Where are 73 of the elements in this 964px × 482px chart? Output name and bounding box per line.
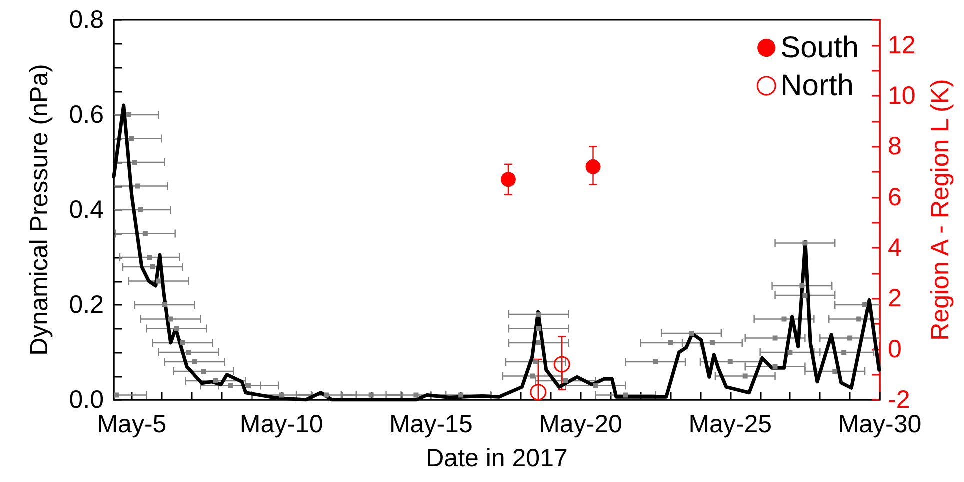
point xyxy=(168,316,174,322)
x-axis-title: Date in 2017 xyxy=(426,444,568,472)
point xyxy=(772,336,778,341)
point xyxy=(414,392,419,398)
point xyxy=(530,374,536,379)
x-tick-label: May-15 xyxy=(389,410,473,438)
point xyxy=(800,284,805,288)
point xyxy=(192,360,198,364)
y2-tick-label: 12 xyxy=(888,31,916,60)
point xyxy=(500,172,516,188)
point xyxy=(653,360,658,364)
point xyxy=(246,383,252,388)
point xyxy=(668,340,674,346)
point xyxy=(742,374,748,379)
point xyxy=(147,255,152,260)
point xyxy=(536,340,542,346)
point xyxy=(586,159,601,174)
point xyxy=(802,240,808,246)
point xyxy=(114,392,120,398)
point xyxy=(132,160,138,165)
point xyxy=(593,383,598,388)
point xyxy=(368,392,374,398)
y2-tick-label: 10 xyxy=(888,82,916,110)
point xyxy=(536,326,542,332)
y2-tick-label: 4 xyxy=(888,234,902,262)
point xyxy=(186,350,192,355)
point xyxy=(842,350,847,355)
point xyxy=(710,340,715,346)
point xyxy=(563,378,568,384)
y2-tick-label: 2 xyxy=(888,284,902,313)
point xyxy=(174,326,180,332)
point xyxy=(832,369,838,374)
y-tick-label: 0.4 xyxy=(69,196,104,224)
point xyxy=(324,392,329,398)
y2-tick-label: 0 xyxy=(888,335,902,364)
point xyxy=(856,316,862,322)
point xyxy=(126,112,132,118)
point xyxy=(802,293,808,298)
point xyxy=(848,336,853,341)
point xyxy=(728,360,733,364)
point xyxy=(156,278,162,284)
y-tick-label: 0.6 xyxy=(69,101,104,129)
point xyxy=(533,360,538,364)
point xyxy=(138,208,144,212)
y2-tick-label: 6 xyxy=(888,183,902,212)
point xyxy=(788,350,793,355)
legend-label: North xyxy=(780,70,854,102)
point xyxy=(180,340,186,346)
point xyxy=(688,331,694,336)
x-tick-label: May-25 xyxy=(688,410,772,438)
point xyxy=(530,384,547,401)
point xyxy=(150,264,156,270)
y2-tick-label: 8 xyxy=(888,132,902,161)
y-axis-title: Dynamical Pressure (nPa) xyxy=(26,64,54,356)
y-tick-label: 0.2 xyxy=(69,291,104,319)
point xyxy=(772,364,778,370)
point xyxy=(142,231,148,236)
legend-label: South xyxy=(780,32,860,64)
point xyxy=(862,302,868,308)
x-tick-label: May-10 xyxy=(240,410,324,438)
point xyxy=(162,302,168,308)
y-tick-label: 0.8 xyxy=(69,6,104,34)
point xyxy=(782,316,787,322)
point xyxy=(201,369,206,374)
point xyxy=(213,378,218,384)
y2-axis-title: Region A - Region L (K) xyxy=(926,79,954,341)
point xyxy=(554,356,570,373)
point xyxy=(129,136,134,142)
point xyxy=(536,312,542,317)
point xyxy=(228,383,234,388)
x-tick-label: May-20 xyxy=(539,410,622,438)
point xyxy=(135,184,140,189)
point xyxy=(623,392,628,398)
